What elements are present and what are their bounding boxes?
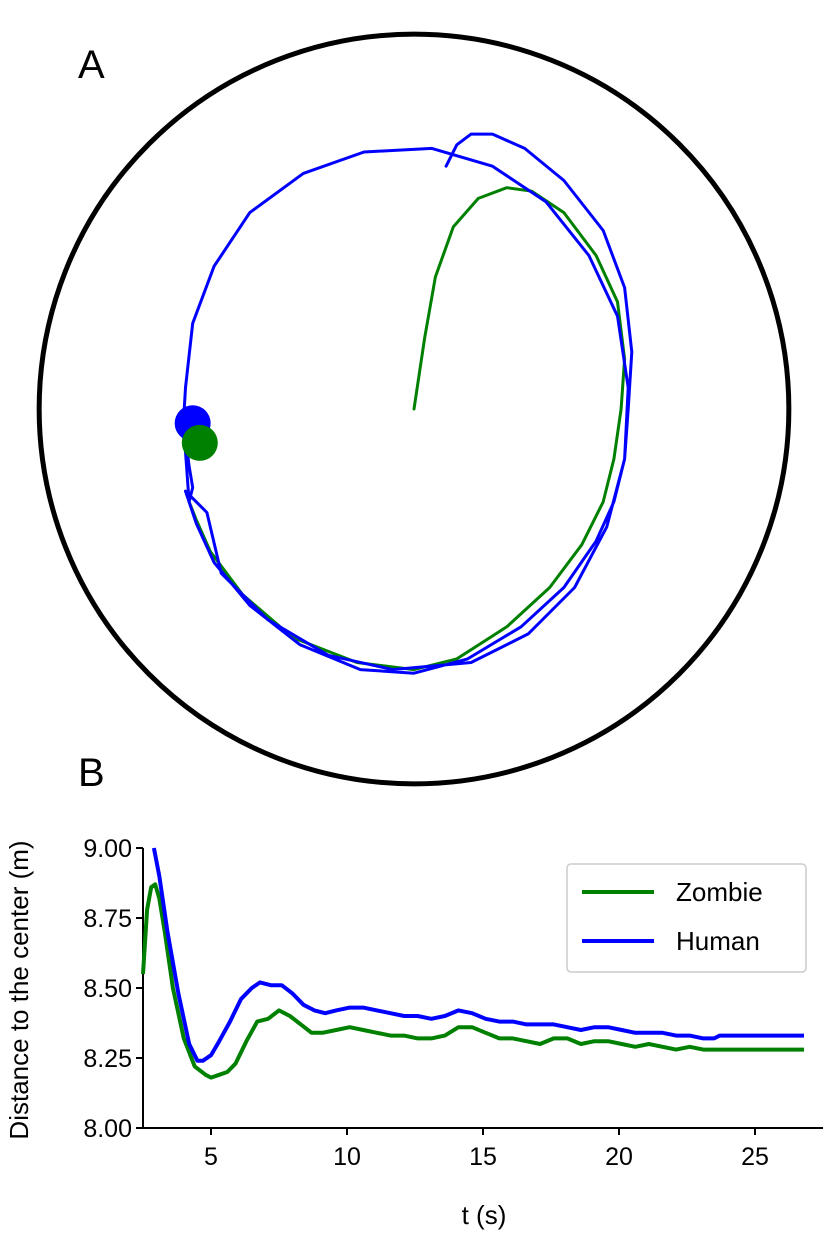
arena-circle <box>36 31 792 787</box>
panel-b-label: B <box>78 751 105 795</box>
line-human <box>151 847 804 1063</box>
x-tick-label: 10 <box>333 1143 361 1171</box>
end-marker-zombie <box>181 424 218 461</box>
y-axis-label: Distance to the center (m) <box>4 840 34 1139</box>
y-tick-label: 8.00 <box>83 1115 132 1143</box>
legend-label-human: Human <box>676 926 760 956</box>
legend-label-zombie: Zombie <box>676 877 763 907</box>
series-lines <box>141 847 804 1080</box>
x-tick-label: 25 <box>741 1143 769 1171</box>
line-zombie <box>141 882 804 1080</box>
y-tick-label: 8.50 <box>83 975 132 1003</box>
legend: Zombie Human <box>566 863 807 973</box>
end-markers <box>174 405 218 461</box>
axes: 8.00 8.25 8.50 8.75 9.00 5 10 15 20 25 <box>83 835 823 1171</box>
trajectory-human <box>180 132 634 675</box>
panel-b: B 8.00 8.25 8.50 8.75 9.00 5 10 15 20 25 t (s) Di… <box>4 751 823 1230</box>
trajectories <box>180 132 634 675</box>
x-tick-label: 5 <box>204 1143 218 1171</box>
y-tick-label: 9.00 <box>83 835 132 863</box>
panel-a-label: A <box>78 43 105 87</box>
y-tick-label: 8.25 <box>83 1045 132 1073</box>
trajectory-zombie <box>187 186 627 672</box>
x-tick-label: 15 <box>469 1143 497 1171</box>
x-axis-label: t (s) <box>462 1200 507 1230</box>
y-tick-label: 8.75 <box>83 905 132 933</box>
panel-a: A <box>36 31 792 787</box>
x-tick-label: 20 <box>605 1143 633 1171</box>
